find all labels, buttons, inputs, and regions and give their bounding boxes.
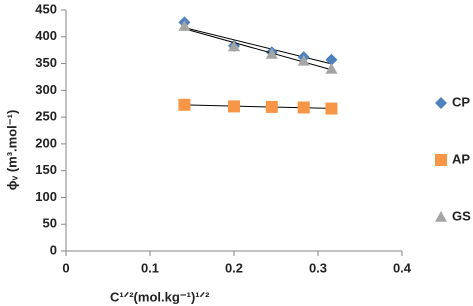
x-tick-label: 0.2 [225,260,243,275]
x-tick-label: 0.1 [141,260,159,275]
y-tick-label: 0 [50,242,57,257]
y-tick-label: 300 [35,82,57,97]
legend-marker [435,211,447,222]
point [228,100,240,113]
x-tick-label: 0.4 [393,260,412,275]
point [178,98,191,111]
point [228,40,240,52]
point [265,100,278,113]
y-tick-label: 250 [35,109,57,124]
point [178,20,191,31]
point [325,102,338,115]
point [265,47,278,59]
point [297,54,310,66]
point [297,101,310,114]
y-tick-label: 50 [43,216,57,231]
y-tick-label: 350 [35,55,57,70]
x-axis-label: C¹ᐟ²(mol.kg⁻¹)¹ᐟ² [110,289,210,304]
legend-label: AP [452,151,470,166]
legend-label: GS [452,208,471,223]
y-tick-label: 200 [35,135,57,150]
y-tick-label: 400 [35,28,57,43]
y-axis-label: ϕᵥ (m³.mol⁻¹) [4,110,19,191]
trendline [184,28,332,71]
x-tick-label: 0 [62,260,69,275]
y-tick-label: 150 [35,162,57,177]
x-tick-label: 0.3 [309,260,327,275]
legend-label: CP [452,94,470,109]
point [325,62,338,74]
y-tick-label: 450 [35,1,57,16]
point [325,53,338,66]
legend-marker [435,97,447,109]
trendline [184,27,332,65]
y-tick-label: 100 [35,189,57,204]
legend-marker [435,154,447,166]
